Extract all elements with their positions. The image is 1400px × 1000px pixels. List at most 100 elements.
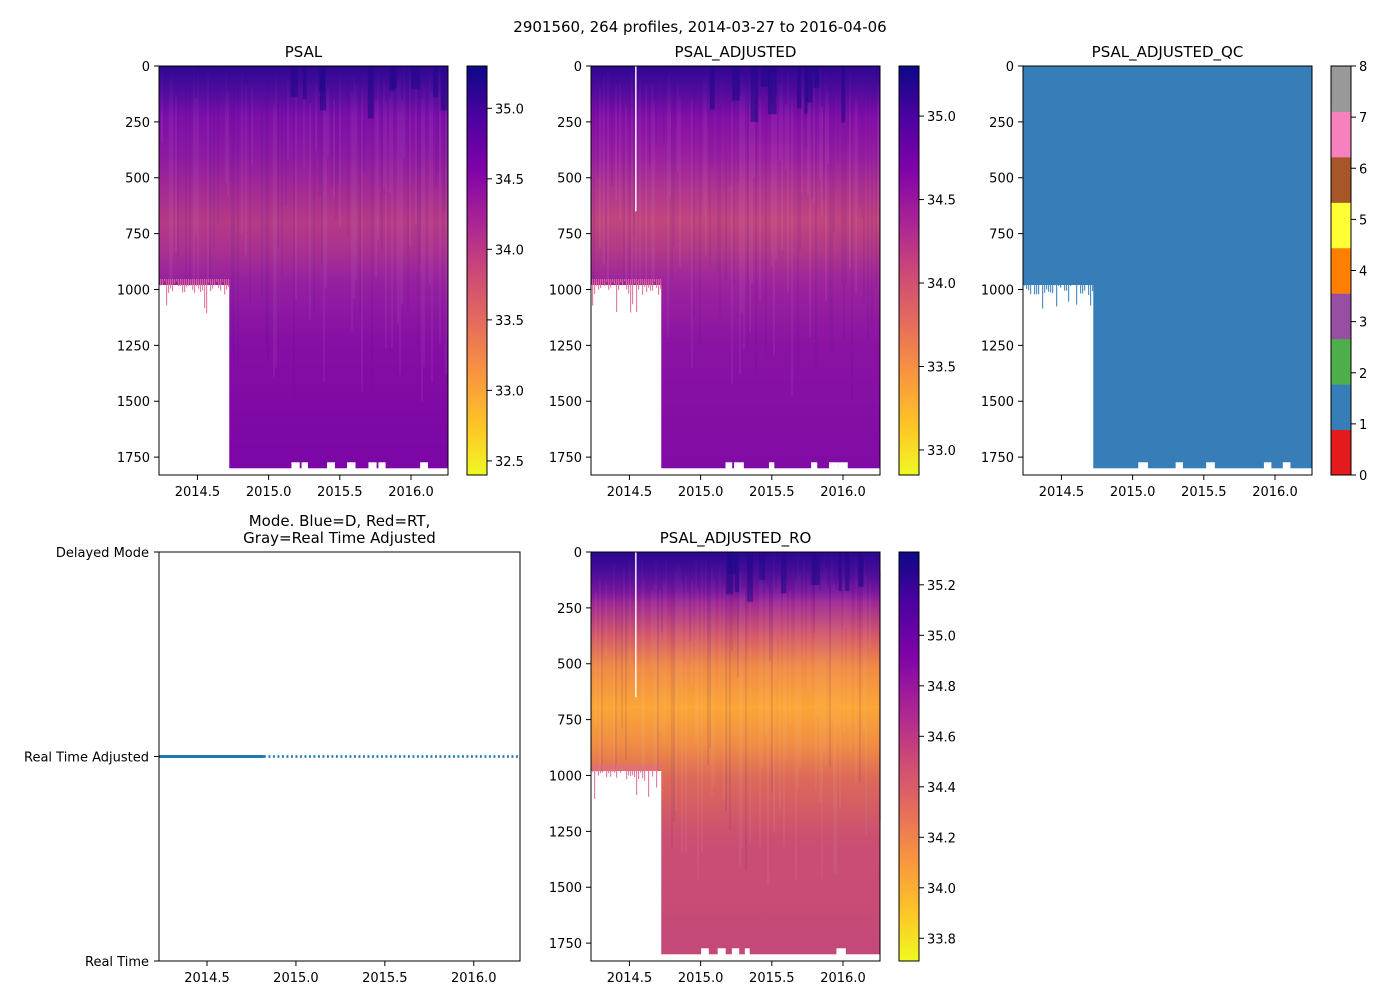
profile-stripe	[595, 592, 597, 727]
ragged-profile-end	[160, 279, 162, 286]
colorbar: 33.8 34.0 34.2 34.4 34.6 34.8 35.0 35.2	[898, 551, 956, 962]
colorbar-ramp	[466, 65, 488, 476]
ragged-profile-end	[628, 765, 630, 776]
missing-data-mask	[591, 66, 880, 475]
deep-notch	[1206, 462, 1215, 470]
profile-stripe	[725, 579, 727, 811]
profile-stripes	[593, 66, 879, 400]
profile-stripe	[641, 558, 643, 775]
profile-stripe	[665, 557, 667, 727]
ragged-profile-end	[212, 279, 214, 289]
ragged-profile-end	[658, 765, 660, 768]
profile-stripe	[593, 78, 595, 331]
profile-stripe	[681, 581, 683, 853]
profile-stripe	[399, 73, 401, 375]
profile-stripe	[795, 578, 797, 880]
profile-stripe	[821, 106, 823, 216]
ragged-profile-end	[604, 765, 606, 770]
deep-notch	[347, 462, 356, 470]
ragged-profile-end	[170, 279, 172, 289]
panel-title: Mode. Blue=D, Red=RT,	[249, 512, 431, 530]
ragged-profile-end	[1056, 279, 1058, 307]
x-tick-label: 2015.5	[749, 971, 795, 986]
profile-stripe	[241, 68, 243, 234]
profile-stripe	[335, 97, 337, 219]
deep-notch	[1263, 462, 1272, 470]
ragged-profile-end	[190, 279, 192, 286]
ragged-profile-end	[624, 765, 626, 769]
profile-stripe	[819, 589, 821, 802]
colorbar-ramp	[898, 551, 920, 962]
panel-title: PSAL_ADJUSTED_QC	[1092, 43, 1244, 62]
x-tick-label: 2016.0	[1252, 485, 1298, 500]
profile-stripe	[739, 94, 741, 374]
profile-stripe	[761, 560, 763, 768]
colorbar-tick-label: 35.2	[927, 579, 956, 594]
ragged-profile-end	[632, 279, 634, 305]
panel-mode: Mode. Blue=D, Red=RT, Gray=Real Time Adj…	[24, 512, 521, 986]
heatmap-area	[591, 552, 881, 961]
ragged-profile-end	[200, 279, 202, 292]
profile-stripe	[753, 77, 755, 178]
profile-stripe	[265, 98, 267, 344]
ragged-profile-end	[222, 279, 224, 282]
ragged-profile-end	[652, 765, 654, 777]
deep-notch	[731, 948, 740, 956]
profile-stripe	[771, 105, 773, 266]
profile-stripe	[815, 92, 817, 368]
surface-layer	[159, 66, 448, 116]
ragged-profile-end	[192, 279, 194, 290]
deep-notch	[725, 462, 733, 470]
profile-stripe	[701, 559, 703, 852]
profile-stripe	[353, 75, 355, 299]
ragged-profile-end	[648, 279, 650, 288]
ragged-profile-end	[226, 279, 228, 290]
plot-frame	[158, 65, 449, 476]
profile-stripe	[769, 570, 771, 661]
y-tick-label: 1500	[117, 395, 150, 410]
profile-stripe	[703, 78, 705, 216]
profile-stripe	[285, 93, 287, 206]
profile-stripe	[679, 569, 681, 685]
profile-stripe	[709, 68, 711, 267]
profile-stripe	[419, 76, 421, 265]
ragged-profile-end	[614, 765, 616, 773]
deep-floor-gap	[660, 954, 880, 961]
ragged-profile-end	[1032, 279, 1034, 284]
y-tick-label: 1250	[117, 339, 150, 354]
ragged-profile-end	[642, 279, 644, 295]
profile-stripe	[611, 71, 613, 186]
qc-flag-0-band	[1331, 429, 1351, 476]
ragged-profile-end	[1044, 279, 1046, 293]
profile-stripe	[445, 84, 447, 375]
profile-stripe	[381, 77, 383, 251]
profile-stripe	[855, 98, 857, 294]
profile-stripe	[281, 93, 283, 277]
y-tick-label: 750	[989, 228, 1014, 243]
profile-stripe	[607, 66, 609, 348]
ragged-profile-end	[1088, 279, 1090, 295]
profile-stripe	[709, 563, 711, 748]
profile-stripe	[377, 72, 379, 240]
profile-stripe	[705, 74, 707, 256]
y-axis: 0 250 500 750 1000 1250 1500 1750	[117, 60, 159, 466]
profile-stripe	[807, 104, 809, 195]
profile-stripe	[315, 84, 317, 152]
ragged-profile-end	[1048, 279, 1050, 292]
y-tick-label: 0	[1006, 60, 1014, 75]
deep-notch	[733, 462, 744, 470]
deep-notch	[701, 948, 709, 956]
deep-notch	[420, 462, 428, 470]
profile-stripe	[375, 100, 377, 278]
profile-stripe	[331, 82, 333, 186]
colorbar-ticks: 33.8 34.0 34.2 34.4 34.6 34.8 35.0 35.2	[919, 579, 956, 947]
ragged-profile-end	[616, 279, 618, 312]
y-tick-label: 1000	[549, 283, 582, 298]
no-data-region	[591, 771, 662, 961]
ragged-profile-end	[626, 279, 628, 290]
ragged-profile-end	[650, 765, 652, 771]
colorbar: 0 1 2 3 4 5 6 7 8	[1330, 60, 1367, 484]
profile-stripe	[781, 68, 783, 250]
profile-stripe	[863, 559, 865, 730]
plot-frame	[1022, 65, 1313, 476]
